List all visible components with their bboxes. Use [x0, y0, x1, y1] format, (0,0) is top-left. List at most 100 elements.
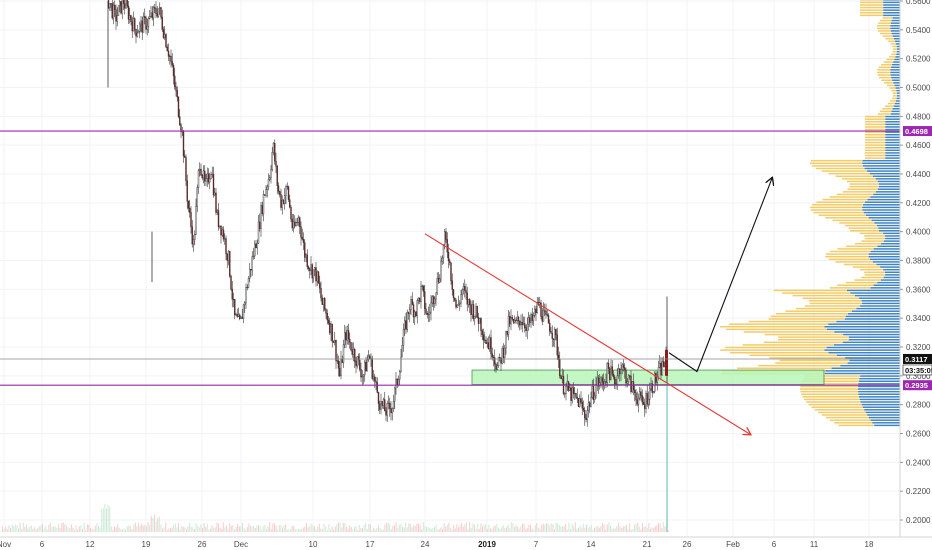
profile-bar-buy [896, 45, 900, 48]
candle-body [654, 373, 656, 392]
profile-bar-sell [743, 331, 835, 333]
profile-bar-buy [872, 261, 900, 263]
profile-bar-sell [768, 318, 845, 320]
profile-bar-sell [865, 146, 886, 149]
candle-body [209, 178, 211, 183]
volume-bar [94, 525, 96, 532]
profile-bar-sell [821, 414, 868, 416]
candle-body [231, 288, 233, 300]
volume-bar [267, 526, 269, 532]
volume-bar [99, 527, 101, 532]
volume-bar [643, 526, 645, 532]
candle-body [249, 268, 251, 279]
volume-bar [150, 515, 152, 532]
volume-bar [506, 527, 507, 532]
candle-body [125, 0, 127, 9]
profile-bar-buy [843, 333, 900, 336]
candle-body [266, 186, 268, 190]
candle-body [399, 371, 401, 380]
profile-bar-sell [830, 250, 871, 253]
profile-bar-buy [848, 338, 900, 341]
candle-body [439, 278, 441, 283]
volume-bar [45, 526, 47, 532]
volume-bar [75, 525, 77, 532]
profile-bar-buy [876, 263, 900, 266]
candle-body [470, 304, 472, 315]
candle-body [200, 168, 202, 176]
candle-body [139, 23, 141, 32]
profile-bar-sell [884, 82, 894, 84]
profile-bar-sell [849, 185, 879, 188]
volume-bar [275, 525, 277, 532]
volume-bar [605, 529, 607, 532]
profile-bar-sell [803, 377, 860, 380]
volume-bar [611, 529, 613, 532]
candle-body [555, 328, 557, 335]
profile-bar-sell [861, 240, 884, 242]
profile-bar-sell [881, 79, 893, 81]
candle-body [444, 231, 446, 246]
candle-body [279, 191, 281, 195]
candle-body [491, 353, 493, 358]
profile-bar-buy [831, 367, 900, 370]
profile-bar-buy [826, 346, 900, 349]
profile-bar-buy [828, 323, 900, 325]
candle-body [569, 387, 571, 391]
profile-bar-buy [862, 206, 900, 209]
profile-bar-buy [896, 50, 900, 53]
candle-body [487, 342, 490, 349]
profile-bar-buy [844, 318, 900, 320]
candle-body [114, 4, 116, 10]
resistance-trendline[interactable] [424, 233, 750, 434]
candle-body [309, 268, 311, 271]
profile-bar-sell [729, 323, 829, 325]
profile-bar-buy [892, 63, 900, 66]
volume-bar [128, 525, 130, 532]
candle-body [497, 356, 500, 367]
candle-body [145, 17, 147, 30]
candle-body [120, 1, 122, 14]
candle-body [337, 360, 340, 369]
profile-bar-sell [842, 191, 876, 193]
candle-body [602, 381, 605, 386]
profile-bar-buy [883, 9, 900, 11]
candle-body [310, 264, 312, 271]
candle-body [137, 31, 140, 34]
volume-bar [237, 523, 239, 532]
volume-bar [291, 526, 293, 532]
profile-bar-buy [869, 172, 900, 175]
candle-body [306, 254, 308, 267]
volume-bar [658, 523, 659, 532]
volume-bar [304, 526, 306, 532]
volume-bar [78, 526, 80, 532]
volume-bar [149, 524, 151, 532]
candle-body [592, 386, 595, 400]
candle-body [429, 311, 431, 315]
projection-arrow[interactable] [668, 178, 772, 373]
profile-bar-buy [892, 17, 900, 19]
volume-bar [394, 525, 395, 532]
candle-body [630, 375, 632, 392]
profile-bar-sell [829, 196, 871, 198]
candle-body [280, 194, 282, 208]
volume-bar [203, 522, 205, 532]
volume-bar [227, 529, 229, 532]
candle-body [467, 299, 470, 305]
volume-bar [122, 529, 123, 532]
volume-bar [198, 527, 200, 532]
x-tick-label: 6 [772, 540, 777, 549]
profile-bar-sell [860, 9, 884, 11]
volume-bar [331, 526, 333, 532]
volume-bar [498, 527, 499, 532]
candle-body [140, 20, 142, 25]
volume-bar [531, 528, 533, 532]
volume-bar [283, 525, 285, 532]
profile-bar-sell [806, 401, 861, 403]
profile-bar-sell [860, 12, 884, 14]
volume-bar [64, 524, 66, 532]
profile-bar-sell [892, 92, 897, 94]
candle-body [276, 165, 278, 186]
candle-body [360, 369, 362, 378]
volume-bar [322, 529, 323, 532]
